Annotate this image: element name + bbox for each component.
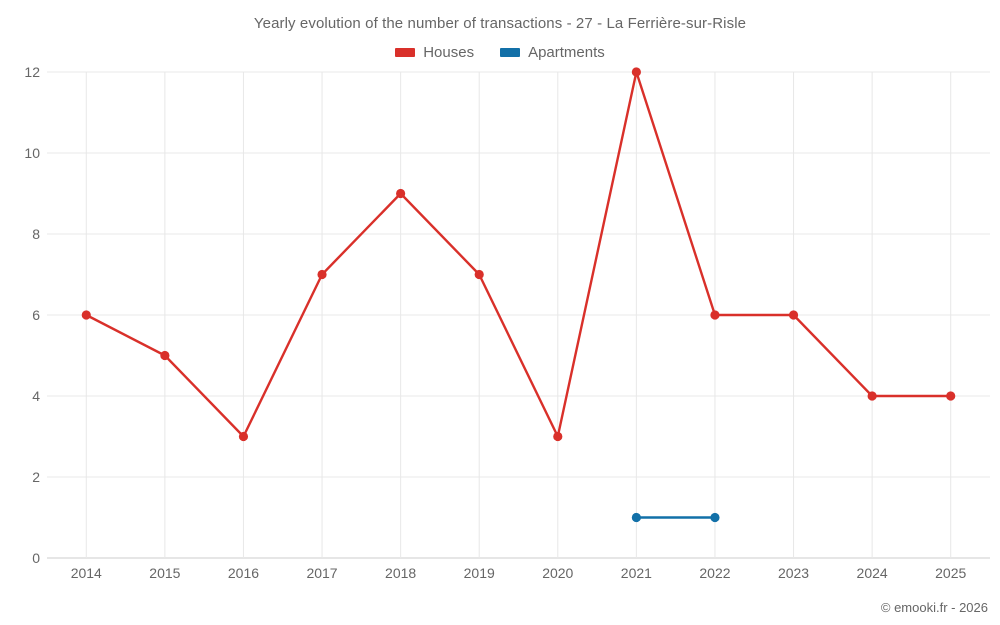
data-point-apartments[interactable] (710, 512, 720, 523)
chart-legend: Houses Apartments (0, 44, 1000, 61)
data-point-houses[interactable] (553, 431, 563, 442)
x-tick-label: 2023 (777, 565, 810, 581)
y-tick-label: 6 (32, 307, 40, 323)
plot-area (47, 67, 990, 559)
data-point-houses[interactable] (867, 391, 877, 401)
data-point-houses[interactable] (631, 67, 641, 77)
series-line-houses (85, 70, 952, 438)
x-tick-label: 2017 (306, 565, 338, 581)
legend-label: Houses (423, 44, 475, 61)
chart-title: Yearly evolution of the number of transa… (253, 15, 747, 32)
y-tick-label: 10 (24, 145, 40, 161)
data-point-houses[interactable] (81, 310, 91, 320)
x-tick-label: 2016 (227, 565, 260, 581)
x-tick-label: 2024 (856, 565, 888, 581)
x-tick-label: 2018 (385, 565, 417, 581)
legend-swatch-icon (500, 48, 521, 57)
x-axis: 2014 2015 2016 2017 2018 2019 2020 2021 2022 2023… (47, 566, 990, 588)
x-tick-label: 2021 (620, 565, 652, 581)
data-point-houses[interactable] (238, 431, 249, 442)
y-tick-label: 8 (32, 226, 40, 242)
data-point-houses[interactable] (396, 188, 406, 199)
data-point-houses[interactable] (946, 391, 956, 401)
x-tick-label: 2025 (935, 565, 967, 581)
x-tick-label: 2014 (70, 565, 102, 581)
y-tick-label: 2 (32, 469, 40, 485)
x-tick-label: 2022 (699, 565, 731, 581)
legend-item-houses[interactable]: Houses (395, 44, 474, 61)
data-point-houses[interactable] (710, 310, 720, 320)
y-axis: 0 2 4 6 8 10 12 (0, 65, 40, 565)
plot-canvas (47, 67, 990, 559)
x-tick-label: 2019 (463, 565, 495, 581)
data-point-houses[interactable] (160, 350, 170, 361)
y-tick-label: 0 (32, 550, 40, 566)
data-point-houses[interactable] (788, 310, 799, 320)
footer-credit: © emooki.fr - 2026 (880, 600, 988, 615)
x-tick-label: 2020 (542, 565, 574, 581)
legend-item-apartments[interactable]: Apartments (500, 44, 605, 61)
data-point-houses[interactable] (474, 269, 484, 280)
y-tick-label: 12 (24, 64, 40, 80)
legend-label: Apartments (528, 44, 605, 61)
legend-swatch-icon (395, 48, 416, 57)
data-point-houses[interactable] (317, 269, 327, 280)
y-tick-label: 4 (32, 388, 40, 404)
x-tick-label: 2015 (149, 565, 181, 581)
data-point-apartments[interactable] (631, 512, 641, 523)
